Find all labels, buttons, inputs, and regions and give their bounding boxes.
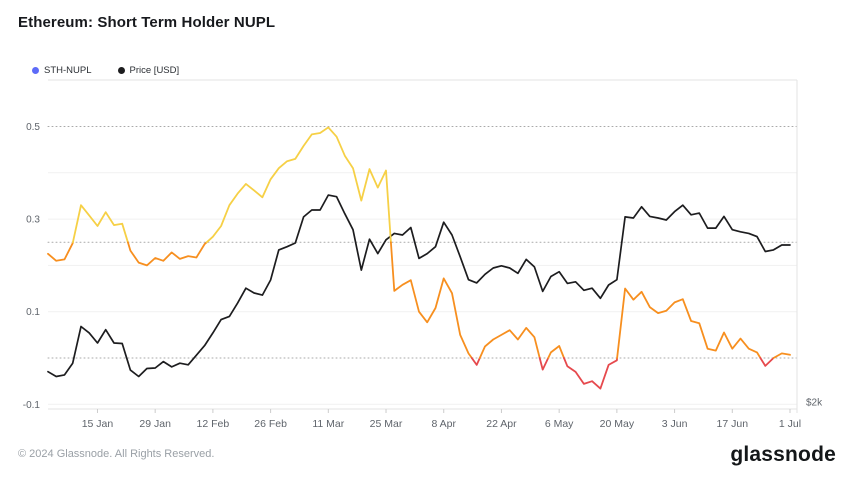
sth-nupl-line xyxy=(547,345,565,359)
x-axis-label: 29 Jan xyxy=(139,418,171,430)
legend-item-price[interactable]: Price [USD] xyxy=(117,65,180,76)
x-axis-label: 26 Feb xyxy=(254,418,287,430)
x-axis-label: 8 Apr xyxy=(431,418,456,430)
legend-label: Price [USD] xyxy=(129,65,180,76)
x-axis-label: 17 Jun xyxy=(717,418,749,430)
page-title: Ethereum: Short Term Holder NUPL xyxy=(18,14,276,31)
sth-nupl-line xyxy=(759,357,775,367)
y-axis-label: -0.1 xyxy=(23,400,41,411)
sth-nupl-line xyxy=(478,327,541,359)
legend-label: STH-NUPL xyxy=(44,65,92,76)
x-axis-label: 1 Jul xyxy=(779,418,801,430)
sth-nupl-line xyxy=(563,357,618,390)
x-axis-label: 22 Apr xyxy=(486,418,517,430)
sth-nupl-line xyxy=(616,287,762,359)
sth-nupl-line xyxy=(470,357,481,366)
x-axis-label: 15 Jan xyxy=(82,418,114,430)
sth-nupl-line xyxy=(47,241,74,262)
glassnode-logo: glassnode xyxy=(730,443,836,466)
chart-legend: STH-NUPL Price [USD] xyxy=(32,65,179,76)
legend-item-sth-nupl[interactable]: STH-NUPL xyxy=(32,65,92,76)
price-line xyxy=(47,194,791,378)
price-dot-icon xyxy=(117,67,125,74)
x-axis-label: 11 Mar xyxy=(312,418,344,430)
y-axis-label: 0.5 xyxy=(26,122,40,133)
sth-nupl-line xyxy=(72,204,129,244)
sth-nupl-dot-icon xyxy=(32,67,39,74)
x-axis-label: 3 Jun xyxy=(662,418,688,430)
x-axis-label: 20 May xyxy=(600,418,635,430)
copyright-text: © 2024 Glassnode. All Rights Reserved. xyxy=(18,448,215,460)
x-axis-label: 12 Feb xyxy=(197,418,230,430)
y-axis-label: 0.1 xyxy=(26,307,40,318)
sth-nupl-line xyxy=(538,357,550,371)
sth-nupl-line xyxy=(390,241,473,359)
x-axis-label: 25 Mar xyxy=(370,418,403,430)
x-axis-label: 6 May xyxy=(545,418,574,430)
sth-nupl-line xyxy=(127,241,208,267)
price-axis-label: $2k xyxy=(806,398,823,409)
sth-nupl-line xyxy=(772,352,791,359)
sth-nupl-line xyxy=(205,126,392,244)
y-axis-label: 0.3 xyxy=(26,215,40,226)
